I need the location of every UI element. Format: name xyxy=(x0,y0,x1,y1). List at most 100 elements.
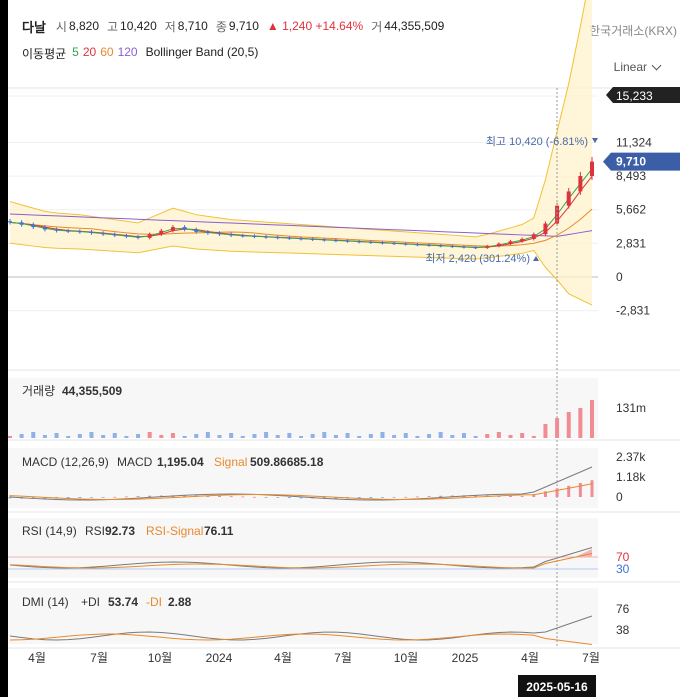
x-axis-label: 7월 xyxy=(90,651,108,665)
macd-histogram-bar xyxy=(427,496,431,497)
ma5-label[interactable]: 5 xyxy=(72,45,79,59)
macd-histogram-bar xyxy=(404,496,408,498)
rsi-signal-value: 76.11 xyxy=(204,524,234,538)
macd-signal-label: Signal xyxy=(214,455,247,469)
x-axis-label: 2024 xyxy=(206,651,233,665)
price-tick-label: 8,493 xyxy=(616,169,646,183)
current-price-tag xyxy=(603,152,680,171)
volume-bar xyxy=(415,436,420,438)
crosshair-date-label: 2025-05-16 xyxy=(526,680,588,694)
volume-bar xyxy=(322,432,327,438)
candle-body xyxy=(299,238,303,240)
volume-label: 거 xyxy=(371,19,383,34)
volume-bar xyxy=(89,432,94,438)
candle-body xyxy=(77,231,82,233)
stock-name: 다날 xyxy=(22,19,46,35)
dmi-minus-value: 2.88 xyxy=(168,595,192,609)
dmi-minus-line xyxy=(9,633,593,645)
rsi-line-label: RSI xyxy=(85,524,105,538)
candle-body xyxy=(182,227,187,230)
volume-bar xyxy=(461,433,466,438)
macd-histogram-bar xyxy=(78,497,82,499)
left-edge-bar xyxy=(0,0,8,697)
ma60-label[interactable]: 60 xyxy=(100,45,114,59)
volume-panel-label: 거래량 xyxy=(22,384,55,398)
volume-bar xyxy=(450,435,455,438)
candle-body xyxy=(403,243,408,245)
volume-bar xyxy=(42,435,47,438)
candle-body xyxy=(217,233,222,235)
volume-bar xyxy=(555,418,560,438)
macd-histogram-bar xyxy=(392,497,396,498)
volume-bar xyxy=(368,434,373,438)
candle-body xyxy=(520,238,525,242)
volume-bar xyxy=(345,433,350,438)
min-marker-icon xyxy=(533,256,539,261)
volume-bar xyxy=(357,436,362,438)
ma120-line xyxy=(9,213,593,237)
candle-body xyxy=(275,237,280,239)
volume-bar xyxy=(496,432,501,438)
dmi-panel-label: DMI (14) xyxy=(22,595,69,609)
x-axis-label: 2025 xyxy=(452,651,479,665)
price-tick-label: -2,831 xyxy=(616,304,650,318)
x-axis-label: 7월 xyxy=(334,651,352,665)
x-axis-label: 4월 xyxy=(274,651,292,665)
x-axis-label: 7월 xyxy=(582,651,600,665)
macd-line-label: MACD xyxy=(117,455,153,469)
candle-body xyxy=(461,246,466,248)
candle-body xyxy=(310,238,315,240)
bollinger-label[interactable]: Bollinger Band (20,5) xyxy=(145,45,259,59)
macd-histogram-bar xyxy=(299,497,303,499)
volume-bar xyxy=(159,435,164,438)
macd-histogram-bar xyxy=(555,488,559,497)
price-tick-label: 5,662 xyxy=(616,203,646,217)
volume-bar xyxy=(112,433,117,438)
change-value: ▲ 1,240 +14.64% xyxy=(266,19,364,33)
crosshair-date-tag xyxy=(518,675,596,697)
macd-histogram-bar xyxy=(543,491,547,497)
macd-histogram-bar xyxy=(89,497,93,498)
indicator-legend: 이동평균 5 20 60 120 Bollinger Band (20,5) xyxy=(22,45,264,62)
macd-histogram-bar xyxy=(578,483,582,497)
candle-body xyxy=(333,240,338,242)
macd-histogram-bar xyxy=(509,495,513,497)
volume-bar xyxy=(147,432,152,438)
price-tick-label: 2,831 xyxy=(616,236,646,250)
macd-tick-label: 2.37k xyxy=(616,450,646,464)
volume-bar xyxy=(520,433,525,438)
price-top-tag xyxy=(606,87,680,103)
macd-histogram-bar xyxy=(148,495,152,497)
rsi-panel-label: RSI (14,9) xyxy=(22,524,77,538)
ma-label: 이동평균 xyxy=(22,47,67,61)
macd-panel-label: MACD (12,26,9) xyxy=(22,455,109,469)
volume-bar xyxy=(299,436,303,438)
min-price-label: 최저 2,420 (301.24%) xyxy=(425,252,530,265)
volume-bar xyxy=(392,435,397,438)
rsi-signal-label: RSI-Signal xyxy=(146,524,203,538)
rsi-tick-label-30: 30 xyxy=(616,562,630,576)
macd-histogram-bar xyxy=(369,497,373,499)
x-axis-label: 10월 xyxy=(148,651,172,665)
volume-bar xyxy=(590,400,594,438)
candle-body xyxy=(264,236,269,238)
candle-body xyxy=(415,244,420,246)
volume-value: 44,355,509 xyxy=(384,19,445,33)
scale-dropdown[interactable]: Linear xyxy=(614,60,662,74)
macd-line-value: 1,195.04 xyxy=(157,455,204,469)
macd-panel-bg xyxy=(8,448,598,508)
macd-histogram-bar xyxy=(450,495,454,497)
ma120-label[interactable]: 120 xyxy=(117,45,138,59)
volume-bar xyxy=(31,432,36,438)
candle-body xyxy=(229,234,234,236)
price-header: 다날 시 8,820 고 10,420 저 8,710 종 9,710 ▲ 1,… xyxy=(22,17,452,35)
volume-bar xyxy=(101,435,106,438)
low-value: 8,710 xyxy=(177,19,208,33)
candle-body xyxy=(485,246,490,248)
candle-body xyxy=(531,234,536,239)
macd-histogram-bar xyxy=(322,497,326,499)
ma20-label[interactable]: 20 xyxy=(82,45,97,59)
volume-bar xyxy=(566,412,571,438)
macd-histogram-bar xyxy=(218,495,222,497)
